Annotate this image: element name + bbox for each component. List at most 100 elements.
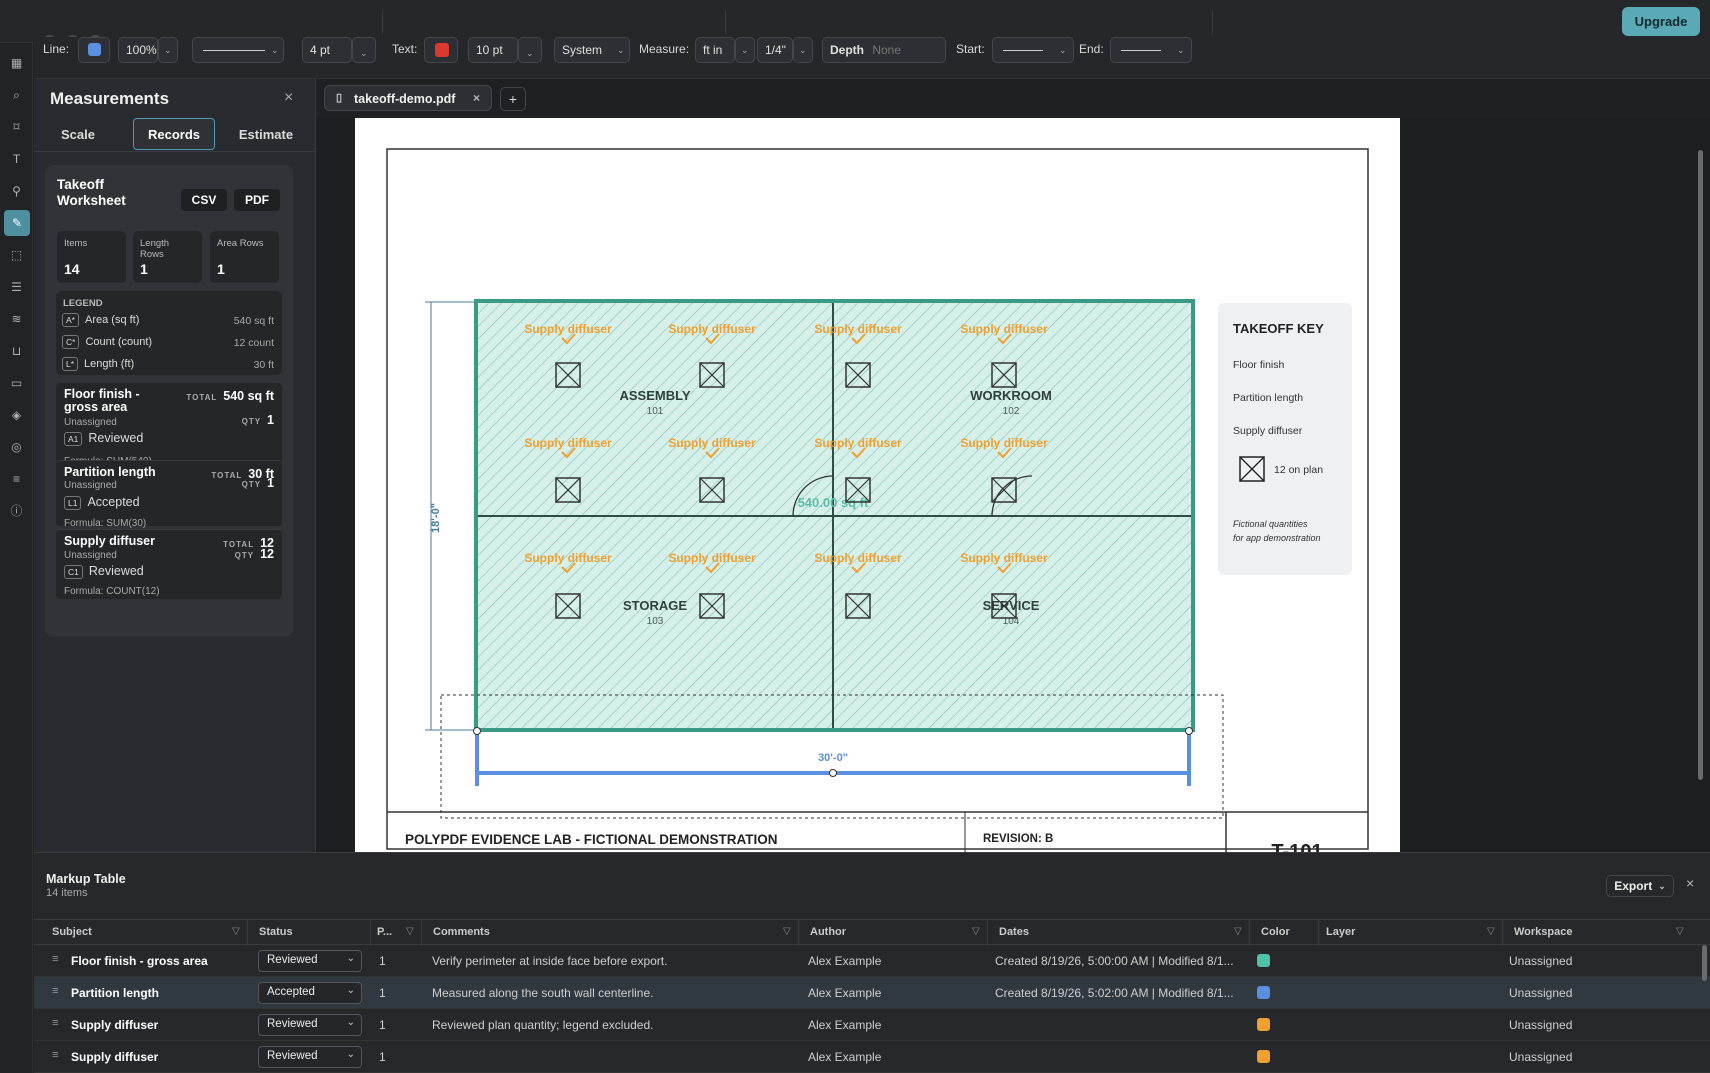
drag-handle-icon[interactable]: ≡ [52,953,59,965]
line-color-picker[interactable] [78,37,110,63]
resize-handle[interactable] [1185,727,1193,735]
font-select[interactable]: System ⌄ [554,37,630,63]
close-icon[interactable]: × [1686,875,1695,891]
upgrade-button[interactable]: Upgrade [1622,7,1700,36]
filter-icon[interactable]: ▽ [232,926,240,937]
end-arrow-select[interactable]: ⌄ [1110,37,1192,63]
column-header-subject[interactable]: Subject [52,926,92,938]
column-divider[interactable] [1502,920,1503,946]
color-swatch[interactable] [1257,1050,1270,1063]
column-divider[interactable] [1249,920,1250,946]
zoom-dropdown[interactable]: ⌄ [158,37,178,63]
column-divider[interactable] [798,920,799,946]
color-swatch[interactable] [1257,954,1270,967]
line-width-dropdown[interactable]: ⌄ [352,37,376,63]
filter-icon[interactable]: ▽ [972,926,980,937]
depth-field[interactable]: Depth None [822,37,946,63]
close-icon[interactable]: × [284,89,294,106]
status-select[interactable]: Accepted ⌄ [258,982,362,1004]
vertical-scrollbar[interactable] [1698,150,1703,780]
diffuser-symbol-icon[interactable] [555,362,581,388]
close-icon[interactable]: × [473,91,481,105]
thumbnails-icon[interactable]: ▦ [10,56,23,70]
diffuser-symbol-icon[interactable] [699,477,725,503]
column-divider[interactable] [247,920,248,946]
text-tool-icon[interactable]: T [12,152,21,166]
search-icon[interactable]: ⌕ [13,88,20,102]
status-select[interactable]: Reviewed ⌄ [258,950,362,972]
measure-ruler-icon[interactable]: ✎ [4,210,30,236]
measure-scale-dropdown[interactable]: ⌄ [793,37,813,63]
new-tab-button[interactable]: + [500,87,526,111]
record-supply-diffuser[interactable]: Supply diffuser TOTAL 12 Unassigned QTY 12… [56,529,282,599]
column-divider[interactable] [421,920,422,946]
filter-icon[interactable]: ▽ [1234,926,1242,937]
diffuser-symbol-icon[interactable] [699,362,725,388]
column-header-author[interactable]: Author [810,926,847,938]
drag-handle-icon[interactable]: ≡ [52,1049,59,1061]
column-header-workspace[interactable]: Workspace [1514,926,1573,938]
filter-icon[interactable]: ▽ [1676,926,1684,937]
filter-icon[interactable]: ▽ [406,926,414,937]
diffuser-symbol-icon[interactable] [555,593,581,619]
diffuser-symbol-icon[interactable] [699,593,725,619]
check-circle-icon[interactable]: ◎ [11,440,22,454]
color-swatch[interactable] [1257,1018,1270,1031]
column-header-color[interactable]: Color [1261,926,1290,938]
filter-icon[interactable]: ▽ [783,926,791,937]
table-row[interactable]: ≡ Supply diffuser Reviewed ⌄ 1 Reviewed p… [34,1009,1710,1041]
status-select[interactable]: Reviewed ⌄ [258,1046,362,1068]
filter-icon[interactable]: ▽ [1487,926,1495,937]
text-color-picker[interactable] [424,37,458,63]
font-size-select[interactable]: 10 pt [468,37,518,63]
column-header-dates[interactable]: Dates [999,926,1029,938]
diffuser-symbol-icon[interactable] [991,593,1017,619]
resize-handle[interactable] [473,727,481,735]
diffuser-symbol-icon[interactable] [845,362,871,388]
column-divider[interactable] [370,920,371,946]
line-width-select[interactable]: 4 pt [302,37,352,63]
table-row[interactable]: ≡ Partition length Accepted ⌄ 1 Measured … [34,977,1710,1009]
stamp-icon[interactable]: ⚲ [12,184,21,198]
status-select[interactable]: Reviewed ⌄ [258,1014,362,1036]
list-icon[interactable]: ≡ [12,472,20,486]
line-style-select[interactable]: ⌄ [192,37,284,63]
measure-scale-select[interactable]: 1/4" [757,37,793,63]
start-arrow-select[interactable]: ⌄ [992,37,1074,63]
diffuser-symbol-icon[interactable] [845,477,871,503]
tab-estimate[interactable]: Estimate [238,126,294,142]
info-icon[interactable]: ⓘ [10,504,23,518]
drag-handle-icon[interactable]: ≡ [52,1017,59,1029]
record-partition-length[interactable]: Partition length TOTAL 30 ft Unassigned Q… [56,460,282,529]
zoom-select[interactable]: 100% [118,37,158,63]
archive-icon[interactable]: ▭ [10,376,23,390]
layers-icon[interactable]: ≋ [11,312,22,326]
column-header-status[interactable]: Status [259,926,293,938]
diffuser-symbol-icon[interactable] [555,477,581,503]
record-floor-finish[interactable]: Floor finish - gross area TOTAL 540 sq ft… [56,383,282,469]
table-row[interactable]: ≡ Supply diffuser Reviewed ⌄ 1 Alex Examp… [34,1041,1710,1073]
document-tab[interactable]: ▯ takeoff-demo.pdf × [324,85,492,111]
export-button[interactable]: Export ⌄ [1606,875,1674,897]
form-icon[interactable]: ☰ [11,280,22,294]
resize-handle[interactable] [829,769,837,777]
column-header-comments[interactable]: Comments [433,926,490,938]
diffuser-symbol-icon[interactable] [991,362,1017,388]
column-divider[interactable] [1318,920,1319,946]
font-size-dropdown[interactable]: ⌄ [518,37,542,63]
table-row[interactable]: ≡ Floor finish - gross area Reviewed ⌄ 1 … [34,945,1710,977]
stack-icon[interactable]: ◈ [11,408,22,422]
tab-scale[interactable]: Scale [61,126,95,142]
select-area-icon[interactable]: ⬚ [10,248,23,262]
bookmark-icon[interactable]: ⌑ [13,120,20,134]
inbox-icon[interactable]: ⊔ [11,344,22,358]
measure-unit-select[interactable]: ft in [695,37,735,63]
export-csv-button[interactable]: CSV [181,189,227,211]
measure-unit-dropdown[interactable]: ⌄ [735,37,755,63]
export-pdf-button[interactable]: PDF [234,189,280,211]
table-scrollbar[interactable] [1702,945,1707,981]
column-header-page[interactable]: P... [377,926,393,938]
color-swatch[interactable] [1257,986,1270,999]
diffuser-symbol-icon[interactable] [991,477,1017,503]
diffuser-symbol-icon[interactable] [845,593,871,619]
